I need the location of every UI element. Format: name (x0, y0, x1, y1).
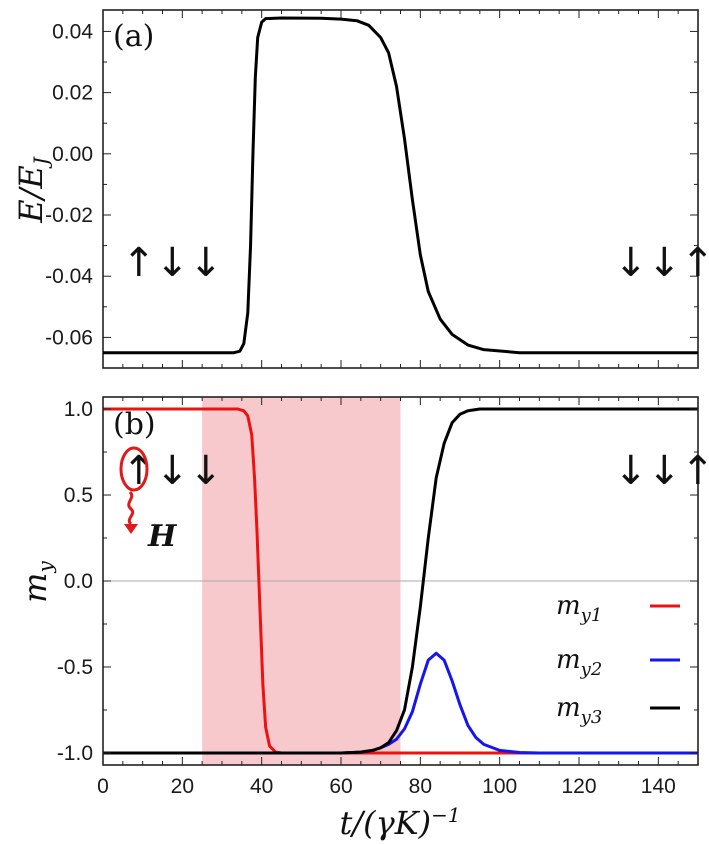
panel-a-ylabel-den: E (12, 165, 50, 189)
panel-b-x-tick-labels: 0 20 40 60 80 100 120 140 (97, 775, 676, 798)
x-tick-label: 140 (641, 775, 676, 798)
legend: my1 my2 my3 (556, 591, 680, 728)
series-line-E/EJ (103, 16, 698, 355)
panel-b-label: (b) (113, 407, 156, 442)
panel-a-y-axis-title: E/EJ (12, 156, 53, 224)
panel-a: 0.040.020.00-0.02-0.04-0.06 (a) ↑↓↓ ↓↓↑ … (12, 9, 709, 369)
spin-highlight-circle (119, 446, 149, 492)
panel-a-frame (102, 9, 699, 369)
panel-b-ylabel-main: m (16, 572, 54, 602)
y-tick-label: 0.00 (52, 143, 93, 166)
y-tick-label: -0.5 (57, 656, 93, 679)
panel-b-annotation-right: ↓↓↑ (614, 448, 709, 494)
svg-text:my: my (16, 560, 57, 602)
field-label: H (147, 519, 178, 554)
panel-b-ticks (102, 397, 699, 765)
x-tick-label: 40 (250, 775, 273, 798)
x-tick-label: 120 (561, 775, 596, 798)
y-tick-label: 0.02 (52, 82, 93, 105)
panel-a-ylabel-sub: J (29, 156, 53, 169)
x-axis-title: t/(γK)−1 (339, 803, 460, 842)
series-line-my1 (103, 407, 698, 755)
y-tick-label: 0.0 (64, 570, 93, 593)
x-tick-label: 80 (409, 775, 432, 798)
y-tick-label: -0.06 (45, 326, 93, 349)
x-tick-label: 0 (97, 775, 109, 798)
panel-a-ticks (102, 10, 699, 368)
field-arrow-icon (127, 490, 135, 526)
legend-label-my3: my3 (556, 693, 602, 728)
x-tick-label: 60 (329, 775, 352, 798)
x-tick-label: 20 (171, 775, 194, 798)
xlabel-main: t/(γK) (339, 804, 431, 842)
panel-b-ylabel-sub: y (33, 560, 57, 573)
y-tick-label: 0.04 (52, 20, 93, 43)
panel-a-annotation-right: ↓↓↑ (614, 240, 709, 286)
panel-b-series (103, 407, 698, 755)
series-line-my3 (103, 407, 698, 755)
x-tick-label: 100 (482, 775, 517, 798)
panel-a-annotation-left: ↑↓↓ (122, 240, 223, 286)
panel-b-y-tick-labels: 1.0 0.5 0.0 -0.5 -1.0 (57, 398, 93, 765)
legend-label-my1: my1 (556, 591, 602, 626)
field-arrow-head-icon (124, 524, 138, 534)
panel-a-ylabel-main: E (12, 199, 50, 223)
panel-a-series (103, 16, 698, 355)
panel-a-y-tick-labels: 0.04 0.02 0.00 -0.02 -0.04 -0.06 (45, 20, 93, 349)
y-tick-label: -1.0 (57, 742, 93, 765)
y-tick-label: -0.04 (45, 265, 93, 288)
panel-a-label: (a) (113, 19, 154, 54)
panel-b: 1.0 0.5 0.0 -0.5 -1.0 0 20 40 60 80 100 120 140 (b)… (16, 396, 709, 842)
panel-b-y-axis-title: my (16, 560, 57, 602)
y-tick-label: -0.02 (45, 204, 93, 227)
xlabel-sup: −1 (431, 803, 460, 827)
svg-text:E/EJ: E/EJ (12, 156, 53, 224)
legend-label-my2: my2 (556, 645, 602, 680)
panel-b-annotation-left: ↑↓↓ (122, 448, 223, 494)
y-tick-label: 1.0 (64, 398, 93, 421)
y-tick-label: 0.5 (64, 484, 93, 507)
